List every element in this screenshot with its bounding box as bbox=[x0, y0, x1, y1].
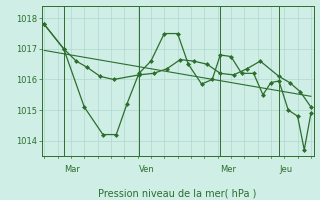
Text: Ven: Ven bbox=[139, 165, 155, 174]
Text: Pression niveau de la mer( hPa ): Pression niveau de la mer( hPa ) bbox=[99, 189, 257, 199]
Text: Mer: Mer bbox=[220, 165, 236, 174]
Text: Mar: Mar bbox=[64, 165, 80, 174]
Text: Jeu: Jeu bbox=[279, 165, 292, 174]
